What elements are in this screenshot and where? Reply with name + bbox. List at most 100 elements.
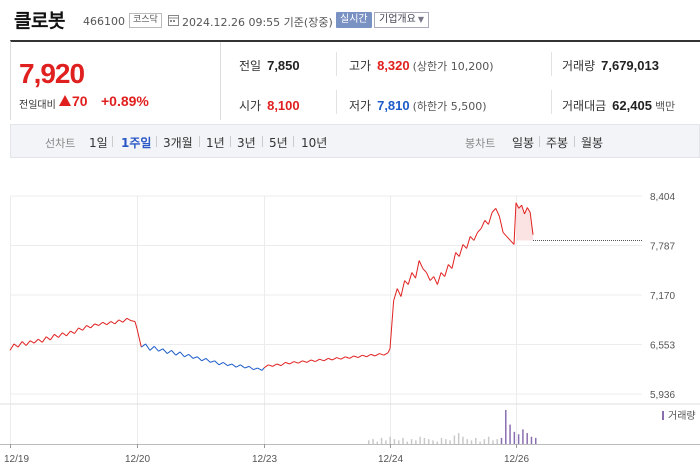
volume-bar [380,437,383,444]
price-segment [484,220,489,225]
volume-bar [453,435,456,444]
price-segment [9,343,15,351]
price-segment [480,220,486,229]
price-segment [323,357,329,362]
price-segment [302,360,307,363]
price-segment [179,351,185,358]
volume-bar [436,441,439,444]
volume-bar [393,439,396,444]
quote-panel: 7,920 전일대비 70 +0.89% 전일 7,850 고가 8,320 (상한가… [10,40,700,120]
stat-value: 8,100 [267,98,300,113]
volume-bar [479,441,481,444]
price-segment [122,317,128,323]
price-segment [458,244,464,257]
price-segment [214,360,220,366]
price-segment [393,288,398,301]
stat-high: 고가 8,320 (상한가 10,200) [349,57,494,74]
price-segment [78,327,83,331]
price-summary: 7,920 전일대비 70 +0.89% [11,42,221,120]
price-segment [293,361,299,364]
volume-bar [415,440,417,444]
price-segment [319,358,325,362]
divider [336,90,337,114]
candle-weekly[interactable]: 주봉 [546,136,569,150]
candle-monthly[interactable]: 월봉 [581,136,604,150]
volume-bar [505,410,507,444]
volume-bar [402,437,404,444]
y-tick-label: 8,404 [650,192,675,203]
period-1y[interactable]: 1년 [206,136,225,150]
volume-bar [427,439,430,444]
volume-bar [522,429,524,444]
price-segment [201,357,207,362]
price-segment [210,360,215,363]
y-tick-label: 5,936 [650,390,675,401]
period-5y[interactable]: 5년 [269,136,288,150]
price-segment [49,334,55,341]
price-segment [387,348,391,353]
price-segment [404,280,409,285]
volume-bar [372,439,374,444]
price-segment [436,272,442,285]
price-segment [502,232,508,237]
change-percent: +0.89% [101,93,149,109]
price-series [9,202,534,371]
volume-bar [526,433,528,444]
divider [230,136,231,147]
price-segment [498,216,504,233]
volume-bars [368,410,537,444]
chevron-down-icon: ▼ [417,15,424,24]
price-segment [253,367,258,371]
x-axis: 12/19 12/20 12/23 12/24 12/26 [4,444,529,465]
price-segment [353,355,359,359]
stat-open: 시가 8,100 [239,97,300,114]
period-10y[interactable]: 10년 [301,136,328,150]
stat-label: 고가 [349,59,372,73]
price-segment [518,204,523,209]
price-segment [240,364,246,369]
price-segment [114,319,120,325]
divider [112,136,113,147]
price-segment [45,336,51,341]
price-segment [25,340,31,346]
company-info-dropdown[interactable]: 기업개요 ▼ [374,12,429,28]
price-segment [332,357,337,361]
price-segment [74,327,79,334]
candle-daily[interactable]: 일봉 [512,136,535,150]
price-segment [263,364,269,369]
price-segment [515,202,520,209]
period-3m[interactable]: 3개월 [163,136,193,150]
price-segment [175,351,181,356]
stat-value: 8,320 [377,58,410,73]
realtime-button[interactable]: 실시간 [336,12,372,28]
stat-prev-close: 전일 7,850 [239,57,300,74]
price-segment [297,360,303,364]
x-tick-label: 12/19 [4,454,29,465]
price-segment [166,349,172,354]
price-segment [145,343,151,351]
x-tick-label: 12/24 [378,454,403,465]
price-segment [205,358,211,363]
price-segment [285,361,290,365]
price-segment [70,330,75,334]
change-value: 70 [72,93,88,109]
volume-bar [487,436,490,444]
up-triangle-icon [59,95,71,106]
divider [574,136,575,147]
price-segment [162,348,168,354]
volume-bar [445,439,447,444]
period-1d[interactable]: 1일 [89,136,108,150]
price-segment [126,317,132,322]
price-segment [106,321,112,326]
price-segment [336,357,342,360]
price-segment [257,367,263,371]
price-segment [110,321,116,325]
divider [336,52,337,76]
stat-low: 저가 7,810 (하한가 5,500) [349,97,487,114]
price-segment [244,365,250,369]
period-3y[interactable]: 3년 [237,136,256,150]
volume-bar [466,439,468,444]
period-1w[interactable]: 1주일 [121,136,152,150]
price-segment [389,300,395,349]
price-segment [58,332,63,338]
